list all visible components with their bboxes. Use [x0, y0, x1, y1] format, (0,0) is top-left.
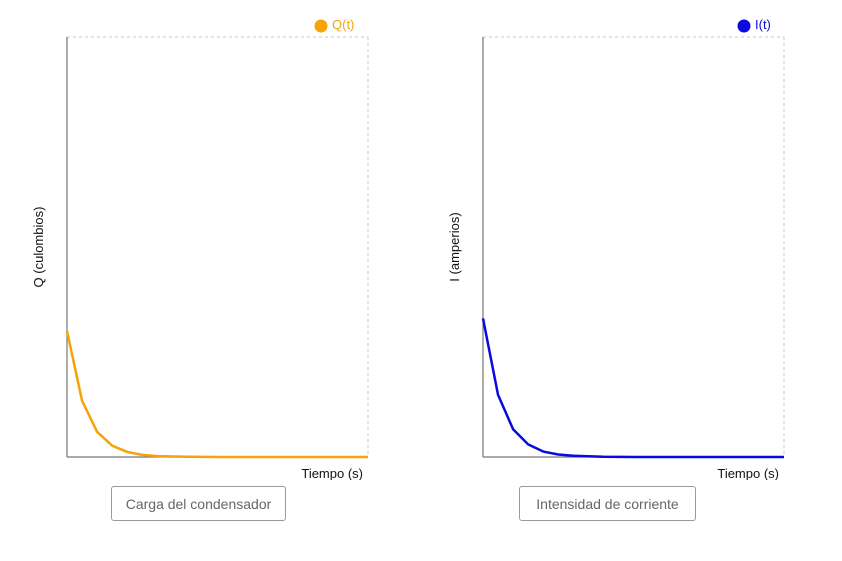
legend-label[interactable]: I(t): [755, 17, 771, 32]
current-button[interactable]: Intensidad de corriente: [519, 486, 696, 521]
legend-marker[interactable]: [737, 19, 751, 33]
charge-chart-panel: Tiempo (s) Q (culombios) Q(t) Carga del co…: [0, 0, 400, 561]
x-axis-label: Tiempo (s): [301, 466, 363, 480]
charge-button[interactable]: Carga del condensador: [111, 486, 286, 521]
x-axis-label: Tiempo (s): [717, 466, 779, 480]
y-axis-label: I (amperios): [447, 212, 462, 281]
current-chart: Tiempo (s) I (amperios) I(t): [447, 17, 785, 480]
current-chart-panel: Tiempo (s) I (amperios) I(t) Intensidad de…: [416, 0, 816, 561]
series-line-current: [481, 318, 784, 459]
charge-chart: Tiempo (s) Q (culombios) Q(t): [31, 17, 369, 480]
legend-marker[interactable]: [314, 19, 328, 33]
y-axis-label: Q (culombios): [31, 207, 46, 288]
legend-label[interactable]: Q(t): [332, 17, 354, 32]
series-line-charge: [65, 330, 368, 459]
